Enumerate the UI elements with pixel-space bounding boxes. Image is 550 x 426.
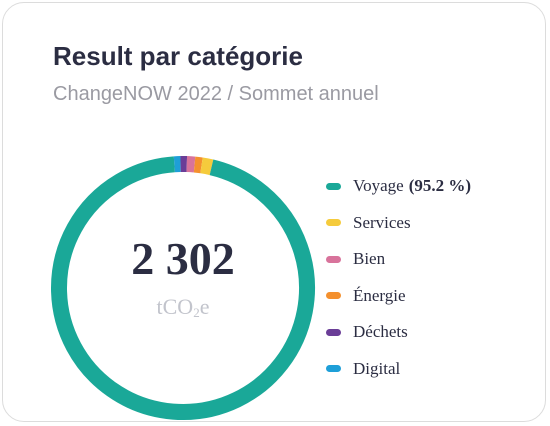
legend-item-digital[interactable]: Digital bbox=[326, 351, 471, 388]
legend-item-energie[interactable]: Énergie bbox=[326, 278, 471, 315]
legend-item-bien[interactable]: Bien bbox=[326, 241, 471, 278]
unit-base: tCO bbox=[156, 294, 194, 319]
total-unit: tCO2e bbox=[52, 294, 314, 321]
chart-legend: Voyage (95.2 %) Services Bien Énergie Dé… bbox=[326, 168, 471, 387]
legend-item-dechets[interactable]: Déchets bbox=[326, 314, 471, 351]
card-subtitle: ChangeNOW 2022 / Sommet annuel bbox=[53, 83, 379, 105]
legend-swatch-voyage bbox=[326, 182, 341, 190]
total-value: 2 302 bbox=[131, 233, 235, 284]
unit-subscript: 2 bbox=[193, 305, 200, 320]
legend-swatch-digital bbox=[326, 365, 341, 373]
card-title: Result par catégorie bbox=[53, 41, 303, 71]
legend-label-services: Services bbox=[353, 212, 411, 232]
unit-suffix: e bbox=[199, 294, 210, 319]
donut-slice-energie[interactable] bbox=[193, 156, 203, 174]
legend-swatch-services bbox=[326, 219, 341, 227]
legend-item-services[interactable]: Services bbox=[326, 205, 471, 242]
legend-label-voyage: Voyage bbox=[353, 176, 404, 196]
legend-item-voyage[interactable]: Voyage (95.2 %) bbox=[326, 168, 471, 205]
donut-slice-voyage[interactable] bbox=[51, 156, 315, 420]
legend-swatch-bien bbox=[326, 255, 341, 263]
legend-label-energie: Énergie bbox=[353, 285, 406, 305]
legend-label-digital: Digital bbox=[353, 358, 401, 378]
legend-label-dechets: Déchets bbox=[353, 322, 408, 342]
legend-swatch-dechets bbox=[326, 328, 341, 336]
legend-swatch-energie bbox=[326, 292, 341, 300]
legend-percent-voyage: (95.2 %) bbox=[408, 176, 472, 196]
donut-slice-services[interactable] bbox=[200, 157, 214, 176]
legend-label-bien: Bien bbox=[353, 249, 386, 269]
